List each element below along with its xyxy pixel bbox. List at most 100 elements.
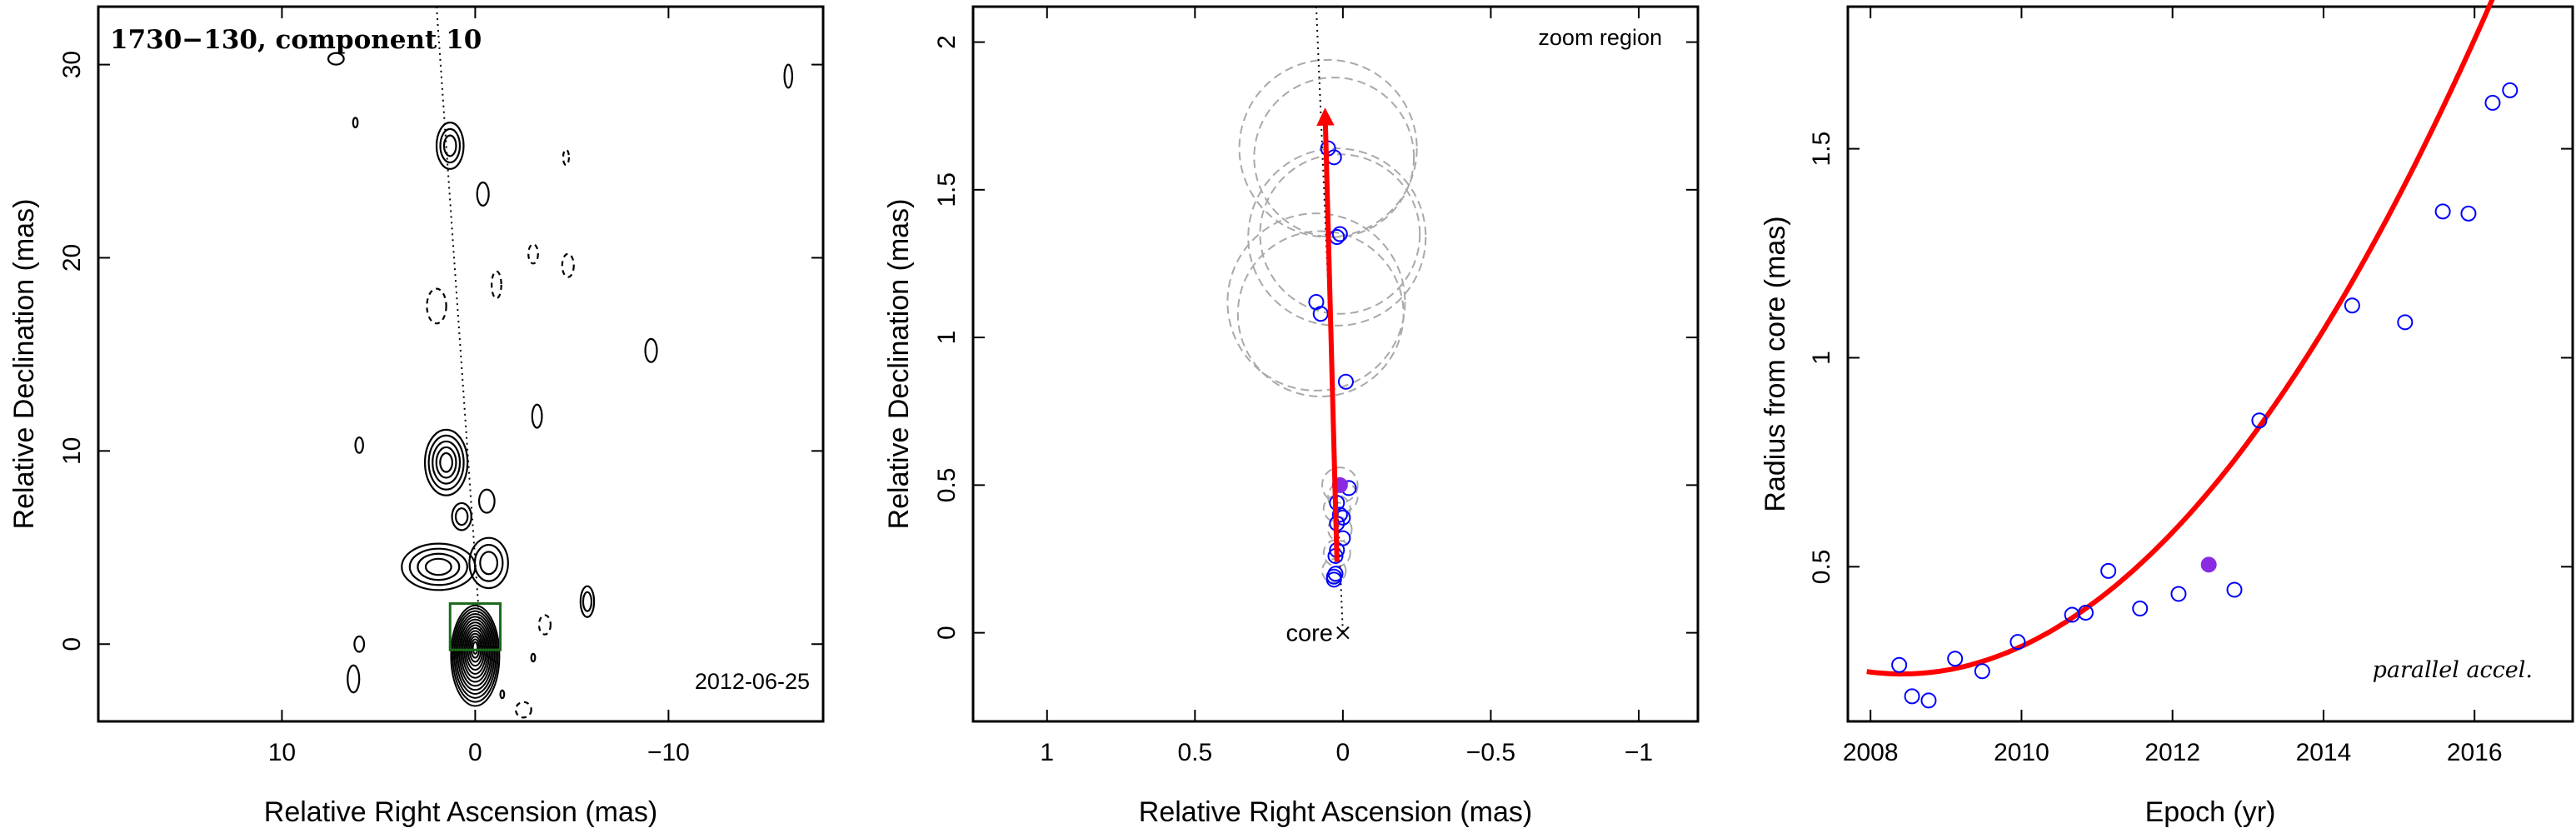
y-axis-label: Radius from core (mas)	[1760, 216, 1791, 511]
highlight-point	[2200, 556, 2217, 573]
y-tick-label: 0.5	[1808, 549, 1835, 584]
y-tick-label: 2	[933, 35, 961, 49]
contour-level	[354, 436, 364, 454]
contour-level	[582, 591, 593, 612]
y-axis-ticks: 0 10 20 30	[58, 51, 823, 651]
y-tick-label: 0.5	[933, 468, 961, 503]
x-tick-label: 2016	[2447, 739, 2503, 766]
contour-panel: 10 0 −10 0 10 20 30 1730−130, component 10 20…	[8, 5, 825, 828]
contour-level	[491, 270, 502, 300]
plot-frame	[97, 5, 825, 723]
data-point	[2077, 605, 2094, 621]
data-point	[2100, 562, 2117, 579]
component-points	[1891, 82, 2519, 709]
contour-level	[432, 440, 462, 485]
y-tick-label: 0	[933, 626, 961, 640]
x-tick-label: 0	[468, 739, 482, 766]
core-contour-level	[452, 607, 499, 703]
beam-circle	[1236, 230, 1405, 397]
y-axis-ticks: 0 0.5 1 1.5 2	[933, 35, 1698, 640]
contour-level	[408, 547, 468, 586]
data-point	[2226, 581, 2243, 598]
x-tick-label: −0.5	[1466, 739, 1515, 766]
contour-level	[468, 536, 509, 590]
contour-level	[327, 52, 345, 66]
data-point	[1891, 656, 1908, 673]
beam-circle	[1321, 466, 1359, 504]
y-axis-label: Relative Declination (mas)	[883, 199, 915, 530]
data-point	[2502, 82, 2519, 98]
data-point	[1974, 663, 1990, 680]
data-point	[2251, 412, 2268, 429]
x-tick-label: 2014	[2296, 739, 2352, 766]
contour-level	[499, 689, 506, 700]
x-axis-ticks: 1 0.5 0 −0.5 −1	[1040, 7, 1653, 766]
contour-level	[531, 403, 543, 429]
beam-circle	[1226, 212, 1406, 392]
data-point	[2397, 314, 2414, 331]
y-axis-label: Relative Declination (mas)	[8, 199, 40, 530]
x-axis-label: Relative Right Ascension (mas)	[264, 796, 657, 828]
data-point	[1947, 651, 1964, 667]
x-tick-label: 0	[1336, 739, 1350, 766]
date-annotation: 2012-06-25	[695, 669, 810, 694]
data-point	[2460, 205, 2477, 222]
y-tick-label: 1.5	[1808, 132, 1835, 167]
x-tick-label: 2012	[2144, 739, 2200, 766]
data-point	[2434, 203, 2451, 220]
x-tick-label: 2010	[1994, 739, 2049, 766]
contour-level	[451, 501, 472, 531]
contour-level	[515, 701, 532, 719]
motion-arrow	[1316, 107, 1340, 562]
y-axis-ticks: 0.5 1 1.5	[1808, 132, 2573, 584]
data-point	[1920, 692, 1937, 709]
contour-level	[473, 543, 504, 582]
contour-level	[352, 117, 359, 129]
y-tick-label: 30	[58, 51, 86, 78]
contour-level	[435, 446, 457, 479]
data-point	[2009, 634, 2026, 651]
contour-level	[353, 635, 366, 653]
core-contour-level	[453, 610, 497, 699]
core-contour-level	[455, 613, 496, 696]
contour-level	[454, 507, 469, 526]
contour-level	[537, 614, 552, 636]
core-contour-level	[472, 641, 479, 655]
contour-level	[442, 134, 457, 157]
contour-level	[439, 451, 453, 473]
x-axis-ticks: 10 0 −10	[268, 7, 690, 766]
x-tick-label: 2008	[1843, 739, 1899, 766]
y-tick-label: 10	[58, 437, 86, 465]
contour-level	[783, 63, 793, 89]
contour-level	[561, 252, 575, 278]
x-axis-ticks: 2008 2010 2012 2014 2016	[1843, 7, 2503, 766]
x-tick-label: 0.5	[1177, 739, 1212, 766]
contour-level	[476, 181, 490, 207]
contour-level	[427, 434, 465, 491]
contour-level	[439, 127, 462, 164]
plot-frame	[1846, 5, 2574, 723]
contour-level	[424, 557, 452, 576]
contour-level	[347, 664, 361, 694]
y-tick-label: 1.5	[933, 172, 961, 207]
core-contour-level	[450, 604, 501, 707]
y-tick-label: 0	[58, 637, 86, 651]
y-tick-label: 1	[1808, 351, 1835, 365]
data-point	[2170, 586, 2187, 602]
parallel-accel-annotation: parallel accel.	[2373, 657, 2533, 683]
chart-title: 1730−130, component 10	[110, 25, 482, 55]
zoom-region-annotation: zoom region	[1538, 25, 1662, 50]
core-label: core	[1286, 621, 1332, 647]
data-point	[2132, 601, 2149, 617]
data-point	[2484, 94, 2501, 111]
x-tick-label: −10	[647, 739, 690, 766]
x-axis-label: Epoch (yr)	[2145, 796, 2276, 828]
jet-axis-line	[436, 6, 482, 645]
contour-level	[426, 287, 447, 325]
component-point	[1337, 373, 1354, 390]
core-marker	[1336, 626, 1350, 640]
contour-level	[562, 148, 571, 167]
core-cross-stroke	[1336, 626, 1350, 640]
zoom-box	[448, 602, 502, 651]
